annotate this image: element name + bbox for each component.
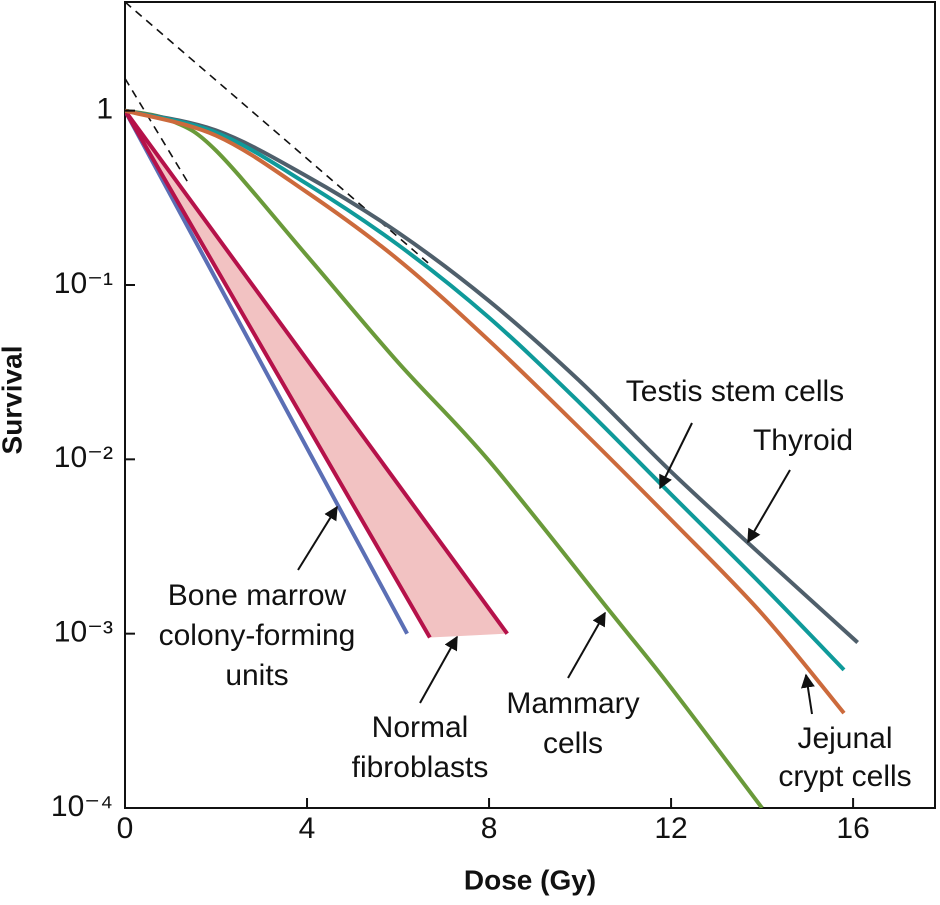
series-label: Bone marrow (168, 579, 347, 612)
series-label: Normal (372, 711, 469, 744)
curve (125, 109, 509, 635)
curve (125, 109, 432, 639)
annotation-arrow (800, 673, 815, 715)
plot-frame (124, 1, 936, 809)
curve (125, 109, 409, 635)
plot-area (125, 2, 859, 808)
series-label: crypt cells (778, 760, 911, 793)
annotation-arrow (747, 469, 791, 544)
annotation-arrow (297, 505, 338, 571)
x-tick-label: 0 (117, 812, 134, 845)
reference-line (125, 2, 429, 264)
y-tick-label: 10⁻¹ (54, 267, 113, 300)
curve (125, 108, 859, 644)
x-tick-label: 16 (836, 812, 869, 845)
series-label: units (225, 659, 288, 692)
x-axis-title: Dose (Gy) (464, 864, 596, 895)
y-tick-label: 10⁻² (54, 441, 113, 474)
series-label: Jejunal (797, 722, 892, 755)
annotation-arrow (419, 635, 458, 704)
series-label: Testis stem cells (626, 375, 844, 408)
y-axis-title: Survival (0, 346, 27, 455)
annotation-arrow (659, 422, 693, 490)
series-label: cells (543, 727, 603, 760)
series-label: Mammary (506, 687, 639, 720)
x-tick-label: 12 (654, 812, 687, 845)
x-tick-label: 8 (481, 812, 498, 845)
series-label: fibroblasts (352, 751, 489, 784)
curve (125, 108, 846, 715)
curve (125, 108, 846, 672)
x-tick-label: 4 (299, 812, 316, 845)
reference-line (125, 78, 191, 187)
annotation-arrow (567, 611, 606, 679)
y-tick-label: 10⁻⁴ (51, 790, 113, 823)
curve (125, 108, 764, 808)
series-label: colony-forming (159, 619, 356, 652)
series-label: Thyroid (753, 424, 853, 457)
y-tick-label: 1 (96, 93, 113, 126)
y-tick-label: 10⁻³ (54, 616, 113, 649)
